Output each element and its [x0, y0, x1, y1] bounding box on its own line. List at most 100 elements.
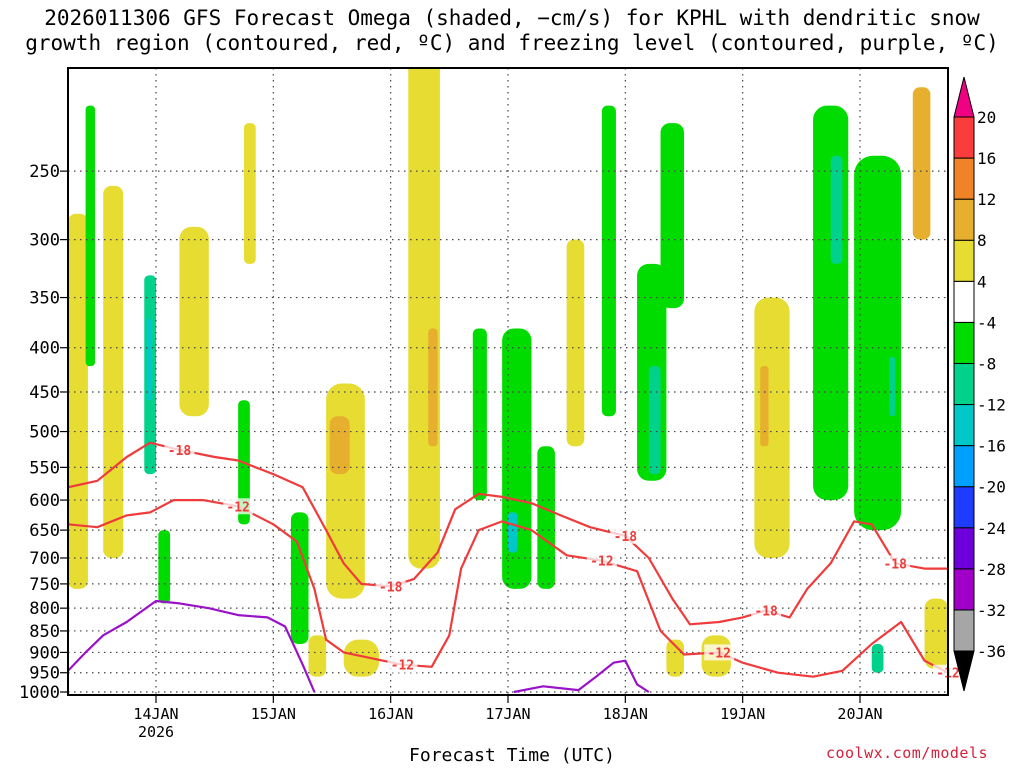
y-tick-label: 550 — [29, 458, 60, 478]
colorbar-swatch — [953, 321, 975, 364]
omega-region-11 — [308, 635, 327, 677]
contour-label-bg — [880, 555, 911, 572]
chart-title-line-2: growth region (contoured, red, ºC) and f… — [25, 31, 999, 55]
colorbar-tick-label: 20 — [977, 108, 996, 127]
colorbar-swatch — [953, 609, 975, 652]
colorbar-swatch — [953, 280, 975, 323]
contour-label: -12 — [226, 500, 249, 515]
contour-label: -18 — [379, 580, 403, 595]
omega-region-15 — [408, 68, 440, 569]
contour-label-bg — [387, 656, 418, 673]
colorbar-tick-label: -8 — [977, 354, 996, 373]
x-tick-label: 19JAN — [720, 705, 765, 723]
colorbar-tick-label: -24 — [977, 519, 1006, 538]
omega-region-1 — [68, 213, 88, 589]
y-tick-label: 600 — [29, 491, 60, 511]
colorbar-swatch — [953, 527, 975, 570]
y-tick-label: 350 — [29, 289, 60, 309]
contour-label-bg — [586, 552, 617, 569]
omega-region-30 — [813, 105, 849, 501]
omega-region-28 — [754, 297, 790, 558]
x-tick-year: 2026 — [138, 723, 174, 741]
contour-label: -18 — [883, 557, 907, 572]
colorbar-tick-label: -4 — [977, 313, 996, 332]
colorbar-upper-triangle — [953, 76, 975, 118]
y-tick-label: 450 — [29, 383, 60, 403]
y-tick-label: 250 — [29, 162, 60, 182]
omega-region-32 — [854, 155, 902, 531]
omega-region-21 — [566, 239, 585, 447]
y-tick-label: 850 — [29, 622, 60, 642]
colorbar-swatch — [953, 116, 975, 159]
x-tick-label: 18JAN — [603, 705, 648, 723]
contour-line-0 — [68, 441, 948, 626]
contour-label: -12 — [707, 646, 730, 661]
contour-label: -12 — [391, 659, 414, 674]
x-tick-label: 15JAN — [251, 705, 296, 723]
x-tick-label: 16JAN — [368, 705, 413, 723]
contour-line-1 — [68, 499, 948, 678]
omega-region-22 — [601, 105, 616, 417]
colorbar-swatch — [953, 157, 975, 200]
colorbar-swatch — [953, 404, 975, 447]
colorbar-swatch — [953, 362, 975, 406]
contour-label-bg — [223, 498, 254, 515]
chart-title-line-1: 2026011306 GFS Forecast Omega (shaded, −… — [44, 6, 980, 30]
contour-label: -18 — [168, 444, 192, 459]
y-tick-label: 400 — [29, 339, 60, 359]
omega-region-33 — [889, 356, 896, 417]
x-tick-label: 17JAN — [485, 705, 530, 723]
plot-frame — [67, 67, 949, 696]
omega-region-6 — [158, 530, 171, 604]
omega-region-31 — [830, 155, 843, 264]
colorbar-tick-label: -20 — [977, 478, 1006, 497]
colorbar-tick-label: -32 — [977, 601, 1006, 620]
omega-region-25 — [660, 123, 684, 309]
source-credit: coolwx.com/models — [826, 744, 989, 762]
omega-region-5 — [146, 318, 152, 401]
colorbar-swatch — [953, 486, 975, 529]
y-tick-label: 300 — [29, 231, 60, 251]
contour-label: -12 — [590, 555, 613, 570]
omega-region-16 — [428, 328, 438, 447]
omega-region-19 — [508, 512, 518, 553]
omega-region-14 — [343, 639, 379, 677]
contour-line-2 — [68, 599, 316, 693]
colorbar-tick-label: 8 — [977, 231, 987, 250]
y-tick-label: 900 — [29, 643, 60, 663]
omega-region-13 — [329, 416, 350, 475]
y-tick-label: 500 — [29, 423, 60, 443]
omega-region-10 — [290, 512, 309, 644]
colorbar-tick-label: -12 — [977, 396, 1006, 415]
contour-label-bg — [375, 578, 406, 595]
colorbar-tick-label: -16 — [977, 437, 1006, 456]
omega-region-2 — [85, 105, 95, 367]
omega-region-36 — [924, 598, 948, 669]
colorbar-swatch — [953, 198, 975, 241]
y-tick-label: 1000 — [19, 683, 60, 703]
omega-region-20 — [537, 446, 555, 589]
x-tick-label: 20JAN — [837, 705, 882, 723]
y-tick-label: 650 — [29, 521, 60, 541]
y-tick-label: 700 — [29, 549, 60, 569]
contour-label: -18 — [614, 530, 638, 545]
omega-region-7 — [179, 226, 209, 417]
colorbar-tick-label: 4 — [977, 272, 987, 291]
omega-region-35 — [912, 87, 931, 240]
omega-region-29 — [760, 366, 769, 447]
contour-line-3 — [513, 659, 650, 694]
omega-region-9 — [244, 123, 256, 264]
chart-title: 2026011306 GFS Forecast Omega (shaded, −… — [0, 6, 1024, 56]
y-tick-label: 800 — [29, 599, 60, 619]
y-tick-label: 750 — [29, 575, 60, 595]
contour-label-bg — [751, 602, 782, 619]
contour-label-bg — [164, 441, 195, 458]
contour-label: -18 — [754, 605, 778, 620]
omega-region-34 — [871, 643, 884, 673]
contour-label-bg — [610, 527, 641, 544]
y-tick-label: 950 — [29, 664, 60, 684]
colorbar-swatch — [953, 568, 975, 611]
colorbar-tick-label: -36 — [977, 642, 1006, 661]
x-axis-label: Forecast Time (UTC) — [409, 745, 615, 766]
